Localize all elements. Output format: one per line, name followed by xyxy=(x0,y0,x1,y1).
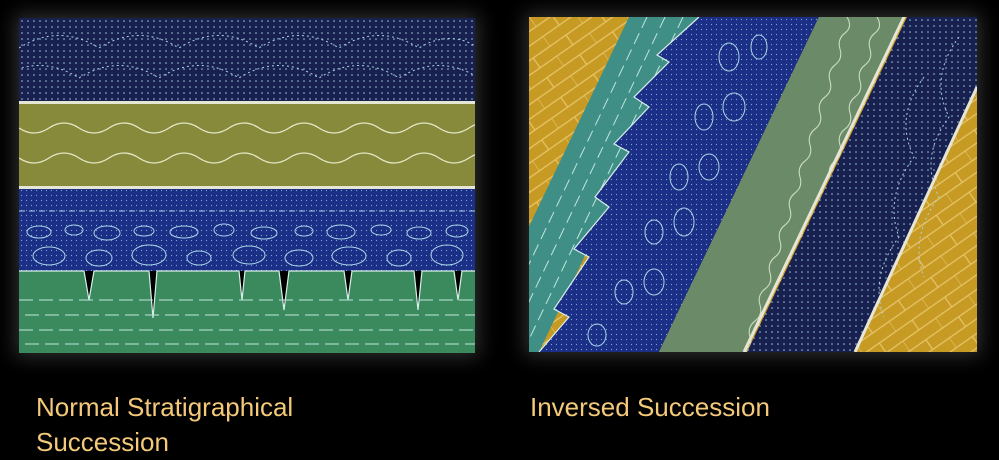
normal-succession-diagram xyxy=(19,18,475,353)
inversed-succession-diagram xyxy=(529,17,977,352)
layer-olive-wavy xyxy=(19,104,475,186)
band-blue-pebbles xyxy=(539,17,819,352)
layer-dotted-scallops xyxy=(19,18,475,101)
band-dotted-navy xyxy=(747,17,977,352)
inversed-succession-caption: Inversed Succession xyxy=(530,392,770,422)
normal-succession-caption: Normal Stratigraphical Succession xyxy=(36,392,294,457)
layer-green-mudcracks xyxy=(19,270,475,353)
layer-blue-pebbles xyxy=(19,189,475,271)
